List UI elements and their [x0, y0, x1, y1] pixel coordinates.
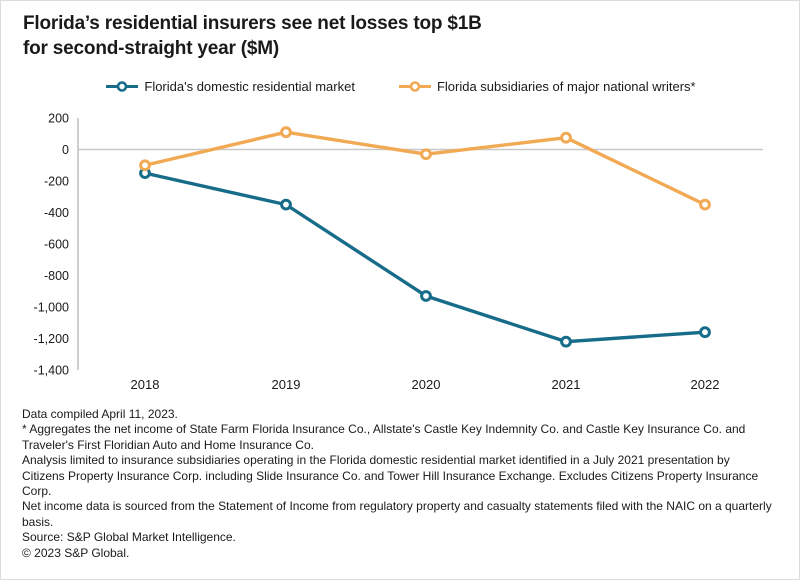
y-tick-label: -1,000 [34, 301, 69, 315]
chart-title-line1: Florida’s residential insurers see net l… [23, 13, 482, 34]
y-tick-label: -1,400 [34, 364, 69, 378]
x-tick-label: 2019 [272, 377, 301, 392]
footnote-line: Net income data is sourced from the Stat… [22, 499, 772, 529]
x-tick-label: 2021 [552, 377, 581, 392]
legend-item-1: Florida subsidiaries of major national w… [398, 79, 696, 94]
legend-line-marker-icon [106, 81, 139, 92]
y-tick-label: -600 [44, 238, 69, 252]
legend-label: Florida's domestic residential market [144, 79, 355, 94]
x-tick-label: 2020 [412, 377, 441, 392]
y-tick-label: -200 [44, 175, 69, 189]
chart-title: Florida’s residential insurers see net l… [23, 11, 482, 61]
y-tick-label: -800 [44, 269, 69, 283]
y-tick-label: 0 [62, 143, 69, 157]
data-point-marker [699, 326, 711, 339]
footnote-line: Source: S&P Global Market Intelligence. [22, 530, 236, 545]
legend-label: Florida subsidiaries of major national w… [436, 79, 696, 94]
y-tick-label: -1,200 [34, 332, 69, 346]
chart-footnotes: Data compiled April 11, 2023. * Aggregate… [22, 407, 774, 561]
footnote-line: Analysis limited to insurance subsidiari… [22, 453, 759, 499]
footnote-line: Data compiled April 11, 2023. [22, 407, 178, 421]
series-line-1 [143, 130, 707, 207]
series-line-0 [143, 171, 707, 344]
data-point-marker [280, 198, 292, 211]
data-point-marker [280, 126, 292, 139]
data-point-marker [139, 159, 151, 172]
x-tick-label: 2022 [691, 377, 720, 392]
footnote-line: * Aggregates the net income of State Far… [22, 422, 746, 452]
legend-item-0: Florida's domestic residential market [106, 79, 355, 94]
chart-legend: Florida's domestic residential market Flo… [1, 79, 799, 94]
net-losses-line-chart: 200 0 -200 -400 -600 -800 -1,000 -1,200 -1,400 20… [34, 112, 763, 392]
chart-title-line2: for second-straight year ($M) [23, 38, 280, 60]
legend-line-marker-icon [398, 81, 431, 92]
data-point-marker [420, 148, 432, 161]
data-point-marker [560, 335, 572, 348]
data-point-marker [699, 198, 711, 211]
y-tick-label: -400 [44, 206, 69, 220]
data-point-marker [560, 131, 572, 144]
y-tick-label: 200 [48, 112, 69, 126]
x-tick-label: 2018 [131, 377, 160, 392]
footnote-line: © 2023 S&P Global. [22, 545, 130, 560]
data-point-marker [420, 290, 432, 302]
